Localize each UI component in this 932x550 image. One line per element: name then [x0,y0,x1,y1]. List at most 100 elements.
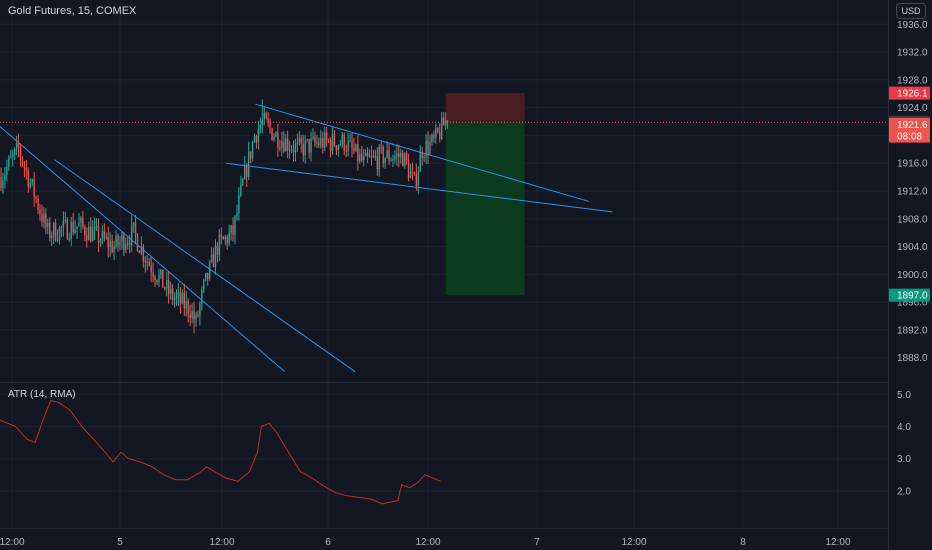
candle-body [366,152,369,157]
price-tick-label: 1916.0 [897,159,928,170]
candle-body [402,152,404,167]
candle-body [207,272,209,279]
candle-body [203,279,205,290]
candle-body [269,122,271,129]
candle-body [320,137,322,146]
candle-body [64,219,67,221]
candle-body [93,226,96,230]
candle-body [224,237,226,240]
time-tick-label: 12:00 [209,537,234,548]
candle-body [35,197,37,200]
candle-body [156,280,158,283]
candle-body [43,213,45,222]
time-tick-label: 5 [117,537,123,548]
symbol-title[interactable]: Gold Futures, 15, COMEX [8,5,137,17]
time-scale[interactable]: 12:00 5 12:00 6 12:00 7 12:00 8 12:00 [0,537,851,548]
candle-body [290,149,293,151]
candle-body [191,310,193,318]
take-profit-zone [445,122,525,296]
indicator-title[interactable]: ATR (14, RMA) [8,389,76,400]
candle-body [21,157,24,165]
price-tick-label: 1936.0 [897,20,928,31]
candle-body [283,141,285,152]
candle-body [84,226,86,236]
candle-body [70,222,72,239]
candle-body [23,164,26,168]
candle-body [181,292,184,304]
candle-body [78,222,80,227]
candle-body [439,131,441,139]
candle-body [285,138,287,152]
candle-body [314,136,316,143]
candle-body [33,179,35,198]
candle-body [103,231,106,239]
candle-body [267,118,269,123]
candle-body [386,150,388,158]
atr-line [0,400,441,505]
candle-body [277,132,279,148]
candle-body [329,140,332,151]
candle-body [253,135,256,143]
candle-body [263,113,265,120]
short-position-tool[interactable] [445,93,525,296]
time-tick-label: 12:00 [0,537,25,548]
candle-body [189,314,191,318]
candle-body [175,295,178,299]
price-tick-label: 1908.0 [897,214,928,225]
stop-loss-zone [445,93,525,123]
candle-body [31,179,33,183]
candle-body [177,292,180,296]
candle-body [384,157,386,163]
candle-body [226,237,228,244]
candle-body [403,153,406,167]
candle-body [146,262,148,264]
candle-body [312,136,314,139]
candle-body [405,153,408,162]
price-label-text: 1926.1 [897,89,928,100]
candle-body [10,157,12,159]
candle-body [257,129,260,143]
candle-body [86,235,88,241]
candle-body [111,241,113,253]
candle-body [162,269,164,288]
candle-body [363,156,365,161]
atr-series [0,400,441,505]
candle-body [392,159,394,161]
candle-body [15,143,18,149]
candle-body [273,136,275,140]
candle-body [201,289,203,304]
atr-scale[interactable]: 5.0 4.0 3.0 2.0 [897,390,911,498]
candle-body [119,241,121,245]
time-tick-label: 7 [534,537,540,548]
candle-body [60,227,63,229]
candle-body [249,151,252,159]
candle-body [407,161,410,179]
candle-body [25,167,28,171]
candle-body [62,220,65,228]
candle-body [304,139,306,156]
currency-button[interactable]: USD [896,3,926,19]
candle-body [427,141,429,154]
price-tick-label: 1904.0 [897,242,928,253]
candle-body [431,134,433,143]
candle-body [341,134,343,145]
candle-body [220,234,223,237]
candle-body [347,140,349,152]
candle-body [417,171,419,186]
candle-body [76,226,78,230]
candle-body [353,147,355,152]
candle-body [158,274,160,283]
candle-body [195,314,197,320]
candle-body [374,155,377,157]
candle-body [247,151,250,178]
candle-body [441,117,443,139]
candle-body [435,128,437,139]
candle-body [0,177,2,189]
candle-body [113,246,115,253]
candle-body [117,235,119,245]
candle-body [91,229,94,242]
candle-body [19,147,22,158]
candle-body [17,143,20,148]
candle-body [244,165,246,180]
